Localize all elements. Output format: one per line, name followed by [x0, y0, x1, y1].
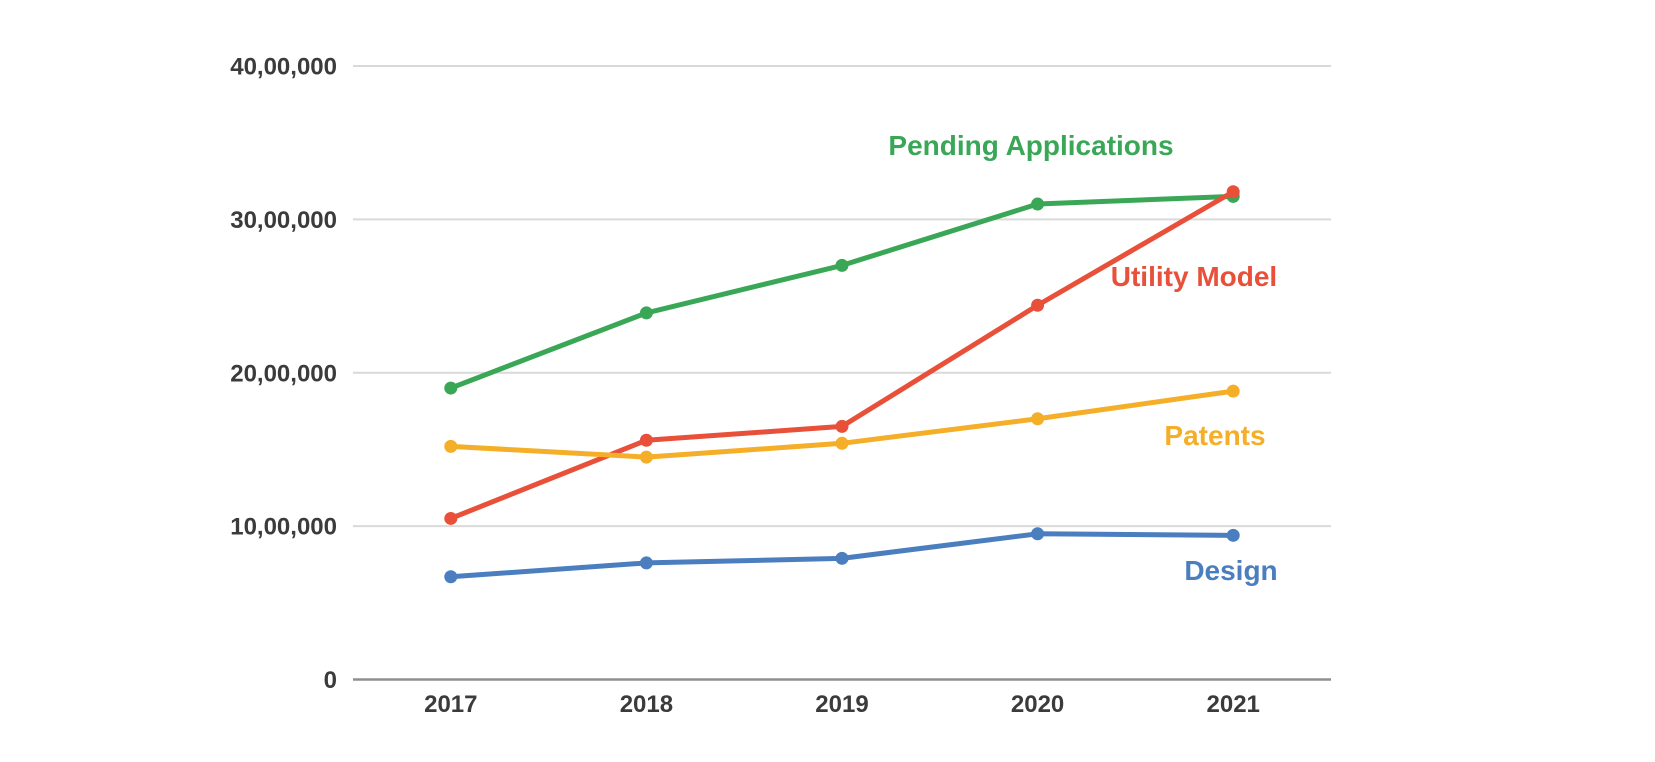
data-point[interactable] — [835, 436, 849, 450]
x-axis-tick-label: 2021 — [1207, 691, 1260, 718]
data-point[interactable] — [1226, 384, 1240, 398]
data-point[interactable] — [835, 258, 849, 272]
y-axis-tick-label: 40,00,000 — [230, 54, 337, 81]
series-line-utility-model — [448, 189, 1236, 521]
data-point[interactable] — [1031, 298, 1045, 312]
data-point[interactable] — [1031, 527, 1045, 541]
data-point[interactable] — [835, 551, 849, 565]
y-axis-tick-label: 0 — [324, 667, 337, 694]
data-point[interactable] — [444, 511, 458, 525]
series-label-design: Design — [1184, 555, 1277, 586]
x-axis-tick-label: 2017 — [424, 691, 477, 718]
data-point[interactable] — [639, 306, 653, 320]
data-point[interactable] — [444, 381, 458, 395]
y-axis-tick-label: 10,00,000 — [230, 514, 337, 541]
data-point[interactable] — [1226, 528, 1240, 542]
data-point[interactable] — [639, 433, 653, 447]
data-point[interactable] — [444, 439, 458, 453]
data-point[interactable] — [639, 450, 653, 464]
data-point[interactable] — [1226, 185, 1240, 199]
data-point[interactable] — [1031, 197, 1045, 211]
x-axis-tick-label: 2020 — [1011, 691, 1064, 718]
series-line-pending-applications — [448, 193, 1236, 391]
data-point[interactable] — [444, 570, 458, 584]
series-label-pending-applications: Pending Applications — [888, 130, 1173, 161]
y-axis-tick-label: 30,00,000 — [230, 207, 337, 234]
series-label-utility-model: Utility Model — [1111, 261, 1277, 292]
data-point[interactable] — [835, 419, 849, 433]
x-axis-tick-label: 2018 — [620, 691, 673, 718]
data-point[interactable] — [639, 556, 653, 570]
y-axis-tick-label: 20,00,000 — [230, 360, 337, 387]
x-axis-tick-label: 2019 — [815, 691, 868, 718]
series-label-patents: Patents — [1164, 420, 1265, 451]
data-point[interactable] — [1031, 412, 1045, 426]
